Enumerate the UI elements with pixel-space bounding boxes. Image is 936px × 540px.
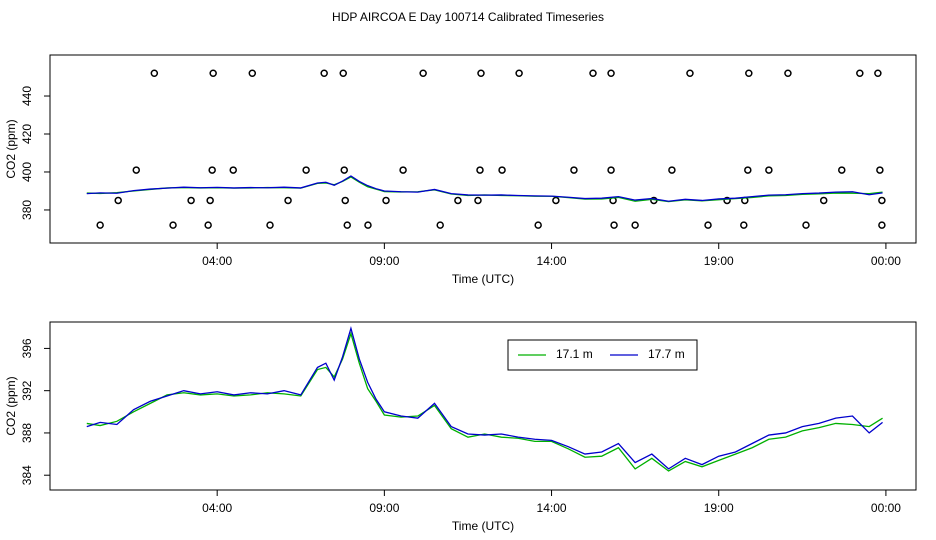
flag-point bbox=[552, 196, 560, 205]
flag-point bbox=[819, 196, 828, 205]
flag-point bbox=[419, 69, 427, 77]
flag-point bbox=[208, 166, 216, 174]
flag-point bbox=[515, 69, 523, 77]
legend-label: 17.1 m bbox=[556, 347, 593, 361]
y-tick-label: 396 bbox=[20, 338, 34, 358]
y-tick-label: 440 bbox=[20, 86, 34, 106]
y-axis-label: CO2 (ppm) bbox=[4, 376, 18, 435]
flag-point bbox=[339, 69, 347, 77]
y-tick-label: 380 bbox=[20, 200, 34, 220]
flag-point bbox=[534, 221, 542, 229]
flag-point bbox=[498, 166, 506, 174]
flag-point bbox=[248, 69, 257, 77]
y-tick-label: 420 bbox=[20, 124, 34, 144]
flag-point bbox=[765, 166, 773, 174]
x-tick-label: 00:00 bbox=[871, 254, 901, 268]
series-line bbox=[86, 331, 883, 472]
x-tick-label: 04:00 bbox=[202, 254, 232, 268]
flag-point bbox=[382, 196, 390, 205]
flag-point bbox=[476, 166, 484, 174]
flag-point bbox=[631, 221, 639, 229]
flag-point bbox=[399, 166, 407, 174]
flag-point bbox=[668, 166, 676, 174]
flag-point bbox=[454, 196, 462, 205]
flag-point bbox=[204, 221, 212, 229]
flag-point bbox=[856, 69, 864, 77]
flag-point bbox=[206, 196, 214, 205]
x-tick-label: 19:00 bbox=[704, 254, 734, 268]
x-tick-label: 14:00 bbox=[537, 254, 567, 268]
series-line bbox=[86, 175, 883, 202]
x-axis-label: Time (UTC) bbox=[452, 272, 514, 286]
x-tick-label: 09:00 bbox=[369, 501, 399, 515]
flag-point bbox=[570, 166, 578, 174]
flag-point bbox=[477, 69, 485, 77]
flag-point bbox=[802, 221, 810, 229]
plot-box bbox=[49, 321, 917, 491]
chart-title: HDP AIRCOA E Day 100714 Calibrated Times… bbox=[332, 10, 604, 24]
flag-point bbox=[340, 166, 348, 174]
flag-point bbox=[784, 69, 792, 77]
flag-point bbox=[589, 69, 597, 77]
flag-point bbox=[150, 69, 159, 77]
flag-point bbox=[343, 221, 351, 229]
series-line bbox=[86, 325, 883, 470]
flag-point bbox=[114, 196, 122, 205]
flag-point bbox=[704, 221, 712, 229]
flag-point bbox=[169, 221, 177, 229]
x-tick-label: 09:00 bbox=[369, 254, 399, 268]
flag-point bbox=[341, 196, 349, 205]
legend-label: 17.7 m bbox=[648, 347, 685, 361]
flag-point bbox=[474, 196, 482, 205]
flag-point bbox=[686, 69, 694, 77]
flag-point bbox=[132, 166, 141, 174]
series-line bbox=[86, 176, 883, 203]
x-tick-label: 19:00 bbox=[704, 501, 734, 515]
flag-point bbox=[610, 221, 618, 229]
y-tick-label: 400 bbox=[20, 162, 34, 182]
y-axis-label: CO2 (ppm) bbox=[4, 119, 18, 178]
y-tick-label: 388 bbox=[20, 423, 34, 443]
flag-point bbox=[96, 221, 104, 229]
flag-point bbox=[607, 166, 615, 174]
x-axis-label: Time (UTC) bbox=[452, 519, 514, 533]
flag-point bbox=[266, 221, 274, 229]
flag-point bbox=[209, 69, 217, 77]
x-tick-label: 00:00 bbox=[871, 501, 901, 515]
plot-box bbox=[49, 54, 917, 244]
flag-point bbox=[364, 221, 372, 229]
flag-point bbox=[723, 196, 731, 205]
flag-point bbox=[878, 196, 886, 205]
x-tick-label: 04:00 bbox=[202, 501, 232, 515]
flag-point bbox=[320, 69, 328, 77]
flag-point bbox=[878, 221, 886, 229]
x-tick-label: 14:00 bbox=[537, 501, 567, 515]
flag-point bbox=[876, 166, 884, 174]
flag-point bbox=[874, 69, 882, 77]
flag-point bbox=[229, 166, 237, 174]
y-tick-label: 384 bbox=[20, 465, 34, 485]
flag-point bbox=[745, 69, 753, 77]
flag-point bbox=[744, 166, 752, 174]
flag-point bbox=[302, 166, 310, 174]
y-tick-label: 392 bbox=[20, 380, 34, 400]
flag-point bbox=[187, 196, 195, 205]
flag-point bbox=[838, 166, 846, 174]
flag-point bbox=[740, 221, 748, 229]
flag-point bbox=[607, 69, 615, 77]
flag-point bbox=[436, 221, 444, 229]
flag-point bbox=[284, 196, 292, 205]
